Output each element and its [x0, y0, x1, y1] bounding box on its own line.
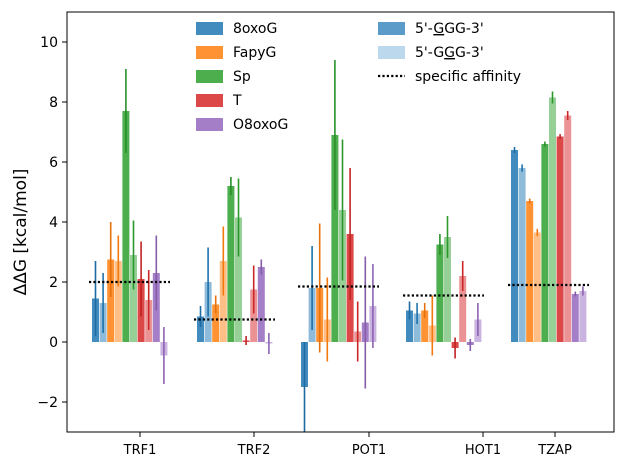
x-tick-label-tzap: TZAP — [537, 443, 572, 456]
bar-fapyg-tzap-b — [533, 232, 541, 342]
bar-t-trf2-b — [250, 289, 258, 342]
legend-label-specific-affinity: specific affinity — [415, 69, 521, 85]
bar-8oxog-hot1-a — [406, 310, 413, 342]
legend-swatch-ggg-light — [378, 46, 405, 59]
legend-swatch-8oxog — [196, 22, 223, 35]
y-axis-label: ΔΔG [kcal/mol] — [11, 169, 31, 296]
x-tick-label-pot1: POT1 — [352, 443, 386, 456]
bar-sp-hot1-b — [444, 237, 451, 342]
bar-t-hot1-b — [459, 276, 467, 342]
y-tick-label-2: 2 — [49, 275, 58, 291]
bars-layer — [92, 60, 587, 432]
legend: 8oxoG FapyG Sp T O8oxoG 5'-GGG-3' 5'-GGG-3' spe… — [196, 21, 521, 133]
bar-sp-trf2-a — [227, 186, 235, 342]
bar-sp-trf1-a — [122, 111, 130, 342]
bar-fapyg-trf1-a — [107, 259, 115, 342]
bar-fapyg-hot1-a — [421, 310, 429, 342]
legend-label-ggg-dark: 5'-GGG-3' — [415, 21, 484, 37]
bar-8oxog-hot1-b — [413, 313, 421, 342]
x-tick-label-trf1: TRF1 — [123, 443, 157, 456]
legend-swatch-ggg-dark — [378, 22, 405, 35]
bar-fapyg-tzap-a — [526, 201, 534, 342]
y-tick-label-4: 4 — [49, 215, 58, 231]
bar-sp-hot1-a — [436, 244, 444, 342]
bar-fapyg-trf2-b — [219, 261, 227, 342]
legend-label-sp: Sp — [233, 69, 251, 85]
axes: −2 0 2 4 6 8 10 TRF1 TRF2 POT1 HOT1 TZAP — [37, 11, 615, 458]
bar-t-tzap-a — [556, 136, 564, 342]
legend-swatch-sp — [196, 70, 223, 83]
bar-fapyg-trf1-b — [114, 261, 122, 342]
bar-sp-pot1-a — [331, 135, 339, 342]
bar-sp-trf1-b — [130, 255, 137, 342]
bar-8oxog-trf2-a — [197, 316, 204, 342]
legend-swatch-o8oxog — [196, 118, 223, 131]
bar-sp-trf2-b — [235, 217, 242, 342]
legend-label-fapyg: FapyG — [233, 45, 276, 61]
bar-o8oxog-trf2-a — [257, 267, 265, 342]
bar-t-tzap-b — [564, 115, 572, 342]
bar-o8oxog-tzap-a — [571, 294, 579, 342]
legend-swatch-fapyg — [196, 46, 223, 59]
specific-affinity-lines — [89, 280, 589, 321]
legend-label-o8oxog: O8oxoG — [233, 117, 288, 133]
y-tick-label--2: −2 — [37, 395, 58, 411]
y-tick-label-8: 8 — [49, 95, 58, 111]
legend-label-t: T — [232, 93, 242, 109]
bar-o8oxog-tzap-b — [579, 291, 587, 342]
x-tick-label-trf2: TRF2 — [237, 443, 271, 456]
bar-fapyg-trf2-a — [212, 304, 220, 342]
x-tick-label-hot1: HOT1 — [465, 443, 501, 456]
bar-sp-tzap-a — [541, 144, 549, 342]
bar-8oxog-tzap-a — [511, 150, 518, 342]
legend-label-ggg-light: 5'-GGG-3' — [415, 45, 484, 61]
legend-label-8oxog: 8oxoG — [233, 21, 277, 37]
y-tick-label-6: 6 — [49, 155, 58, 171]
y-tick-label-0: 0 — [49, 335, 58, 351]
bar-8oxog-tzap-b — [518, 168, 526, 342]
legend-swatch-t — [196, 94, 223, 107]
y-tick-label-10: 10 — [40, 35, 58, 51]
bar-sp-tzap-b — [549, 97, 556, 342]
